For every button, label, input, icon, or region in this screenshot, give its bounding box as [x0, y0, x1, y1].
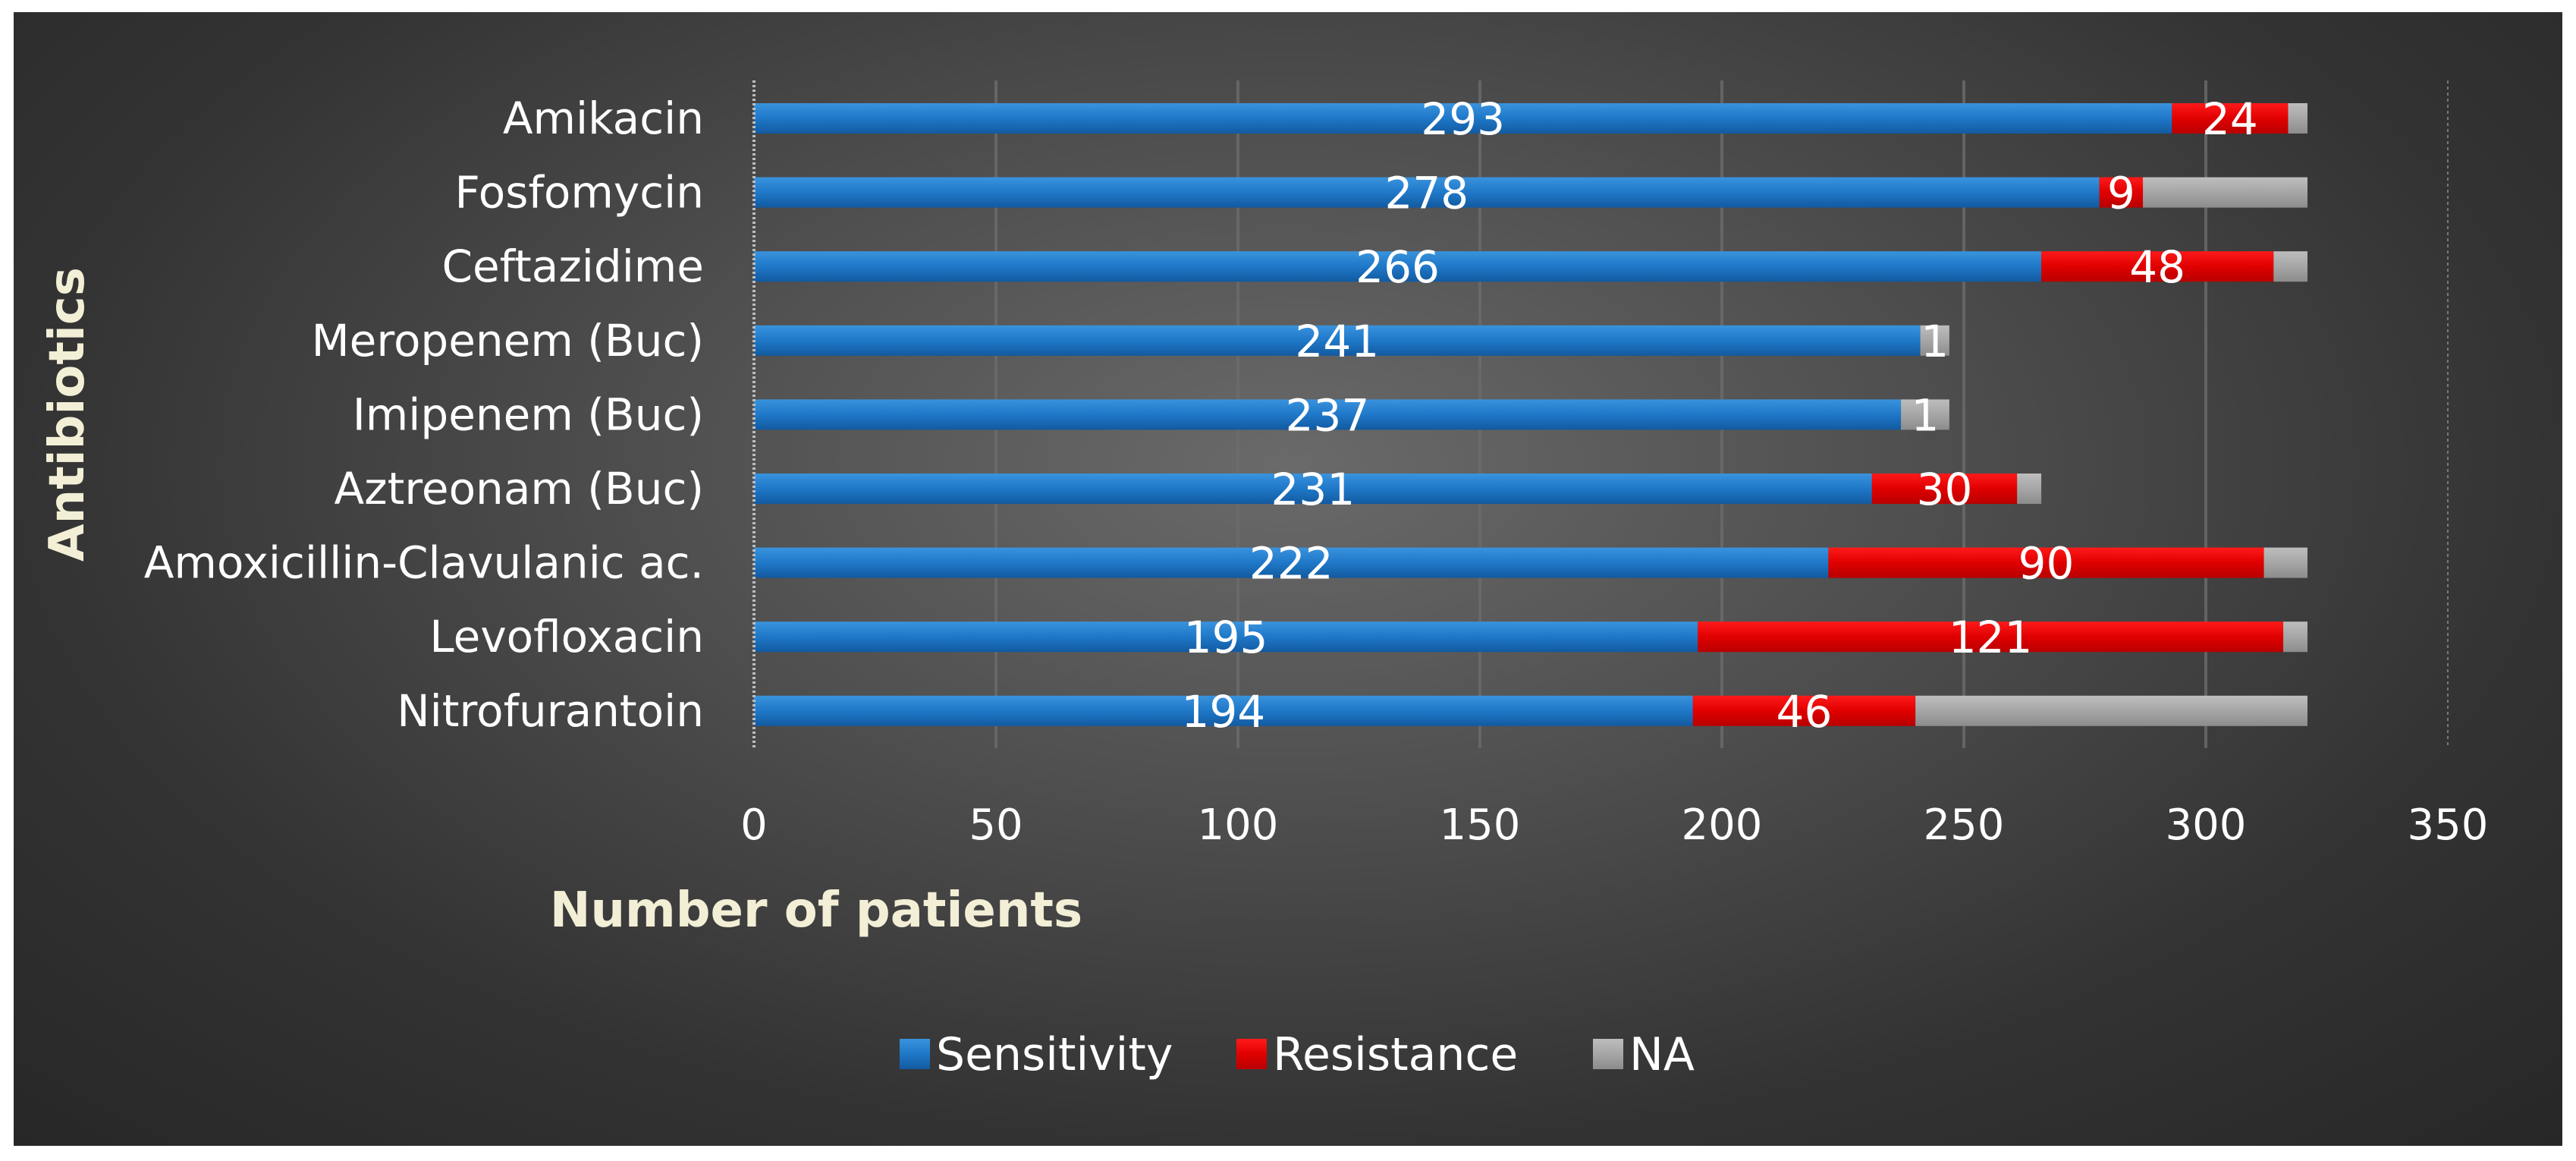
legend-label-na: NA — [1629, 1028, 1695, 1081]
data-label-na-imipenem-buc: 1 — [1912, 389, 1940, 441]
category-label-meropenem-buc: Meropenem (Buc) — [312, 315, 704, 367]
y-axis-title: Antibiotics — [39, 267, 96, 562]
bar-resistance-amikacin — [2172, 103, 2289, 134]
data-label-resistance-nitrofurantoin: 46 — [1776, 686, 1833, 738]
bar-na-fosfomycin — [2143, 177, 2307, 208]
x-tick-label-300: 300 — [2166, 801, 2247, 850]
category-label-imipenem-buc: Imipenem (Buc) — [353, 389, 704, 440]
x-axis-title: Number of patients — [550, 883, 1082, 939]
category-label-fosfomycin: Fosfomycin — [455, 167, 705, 219]
bar-na-meropenem-buc — [1920, 325, 1949, 356]
bar-sensitivity-amikacin — [754, 103, 2172, 134]
data-label-sensitivity-amikacin: 293 — [1421, 93, 1505, 145]
bars — [754, 103, 2307, 726]
category-label-levofloxacin: Levofloxacin — [429, 611, 704, 662]
data-label-sensitivity-fosfomycin: 278 — [1384, 168, 1469, 219]
bar-na-levofloxacin — [2283, 621, 2307, 653]
bar-sensitivity-meropenem-buc — [754, 325, 1921, 356]
bar-na-nitrofurantoin — [1915, 695, 2307, 726]
legend-label-sensitivity: Sensitivity — [936, 1028, 1173, 1081]
category-label-amoxicillin-clavulanic-ac: Amoxicillin-Clavulanic ac. — [144, 537, 704, 589]
legend-swatch-resistance — [1236, 1039, 1267, 1069]
chart-frame: 293 24 278 9 266 48 241 1 237 1 231 30 222 90 195 121 19… — [14, 12, 2562, 1146]
data-label-na-meropenem-buc: 1 — [1921, 316, 1949, 367]
bar-sensitivity-levofloxacin — [754, 621, 1698, 653]
legend-label-resistance: Resistance — [1273, 1028, 1518, 1081]
x-tick-label-50: 50 — [969, 801, 1023, 850]
data-label-sensitivity-meropenem-buc: 241 — [1295, 316, 1379, 367]
x-tick-label-200: 200 — [1682, 801, 1763, 850]
data-label-sensitivity-amoxicillin-clavulanic-ac: 222 — [1249, 538, 1334, 590]
bar-na-amikacin — [2288, 103, 2307, 134]
x-tick-label-0: 0 — [740, 801, 768, 850]
bar-sensitivity-aztreonam-buc — [754, 474, 1872, 504]
category-label-ceftazidime: Ceftazidime — [441, 241, 704, 292]
x-tick-label-250: 250 — [1924, 801, 2005, 850]
bar-resistance-amoxicillin-clavulanic-ac — [1828, 547, 2264, 578]
bar-resistance-aztreonam-buc — [1871, 474, 2018, 504]
bar-na-imipenem-buc — [1901, 399, 1949, 430]
bar-sensitivity-ceftazidime — [754, 251, 2042, 282]
data-label-resistance-aztreonam-buc: 30 — [1917, 464, 1973, 515]
data-label-resistance-amikacin: 24 — [2202, 93, 2258, 145]
data-label-sensitivity-levofloxacin: 195 — [1184, 612, 1268, 663]
data-label-resistance-ceftazidime: 48 — [2129, 241, 2185, 293]
stacked-bar-chart: 293 24 278 9 266 48 241 1 237 1 231 30 222 90 195 121 19… — [39, 80, 2489, 1081]
bar-resistance-fosfomycin — [2099, 177, 2144, 208]
bar-na-amoxicillin-clavulanic-ac — [2263, 547, 2307, 578]
bar-na-aztreonam-buc — [2017, 474, 2042, 504]
data-label-sensitivity-nitrofurantoin: 194 — [1182, 686, 1266, 738]
x-tick-label-100: 100 — [1198, 801, 1279, 850]
data-label-sensitivity-imipenem-buc: 237 — [1286, 389, 1370, 441]
bar-sensitivity-fosfomycin — [754, 177, 2100, 208]
category-label-amikacin: Amikacin — [503, 93, 704, 144]
data-label-resistance-amoxicillin-clavulanic-ac: 90 — [2018, 538, 2075, 590]
data-label-resistance-levofloxacin: 121 — [1949, 612, 2033, 663]
bar-resistance-nitrofurantoin — [1692, 695, 1916, 726]
x-tick-label-350: 350 — [2408, 801, 2489, 850]
category-label-nitrofurantoin: Nitrofurantoin — [397, 685, 704, 737]
data-labels: 293 24 278 9 266 48 241 1 237 1 231 30 222 90 195 121 19… — [1182, 93, 2258, 738]
legend-swatch-na — [1593, 1039, 1623, 1069]
data-label-sensitivity-ceftazidime: 266 — [1356, 241, 1440, 293]
bar-sensitivity-imipenem-buc — [754, 399, 1902, 430]
category-label-aztreonam-buc: Aztreonam (Buc) — [334, 463, 704, 514]
legend: Sensitivity Resistance NA — [900, 1028, 1695, 1081]
bar-sensitivity-nitrofurantoin — [754, 695, 1693, 726]
bar-resistance-levofloxacin — [1698, 621, 2284, 653]
bar-sensitivity-amoxicillin-clavulanic-ac — [754, 547, 1829, 578]
legend-swatch-sensitivity — [900, 1039, 930, 1069]
data-label-resistance-fosfomycin: 9 — [2107, 168, 2135, 219]
x-tick-label-150: 150 — [1440, 801, 1521, 850]
bar-na-ceftazidime — [2273, 251, 2307, 282]
data-label-sensitivity-aztreonam-buc: 231 — [1271, 464, 1356, 515]
bar-resistance-ceftazidime — [2041, 251, 2274, 282]
axes: 0 50 100 150 200 250 300 350 Amikacin Fosfomycin C… — [144, 80, 2489, 850]
